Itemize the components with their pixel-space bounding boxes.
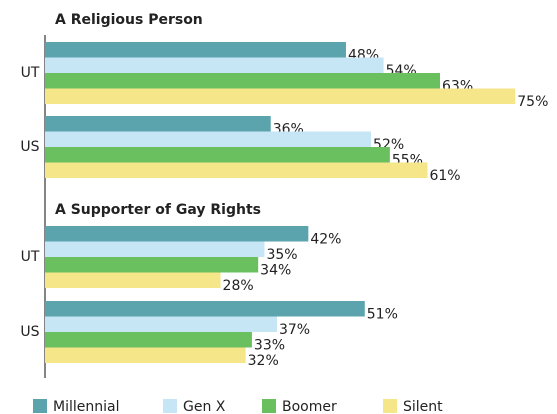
value-label: 75%	[517, 94, 548, 110]
bar	[45, 147, 390, 163]
bar	[45, 131, 372, 147]
legend-swatch	[33, 399, 47, 413]
bar	[45, 88, 516, 104]
bar	[45, 226, 309, 242]
legend-label: Millennial	[53, 399, 119, 414]
value-label: 33%	[254, 338, 285, 354]
value-label: 42%	[310, 232, 341, 248]
bar	[45, 241, 265, 257]
category-label: US	[20, 139, 39, 155]
value-label: 61%	[429, 168, 460, 184]
legend-label: Silent	[403, 399, 443, 414]
category-label: US	[20, 324, 39, 340]
value-label: 35%	[266, 247, 297, 263]
bar	[45, 57, 384, 73]
value-label: 51%	[367, 307, 398, 323]
legend-swatch	[383, 399, 397, 413]
bar	[45, 316, 277, 332]
value-label: 32%	[248, 353, 279, 369]
panel-title: A Supporter of Gay Rights	[55, 202, 261, 218]
bar	[45, 272, 221, 288]
value-label: 28%	[223, 278, 254, 294]
bar	[45, 116, 271, 132]
bar	[45, 347, 246, 363]
bar	[45, 73, 441, 89]
bar	[45, 162, 428, 178]
category-label: UT	[21, 249, 40, 265]
value-label: 34%	[260, 263, 291, 279]
legend-swatch	[163, 399, 177, 413]
bar	[45, 301, 365, 317]
value-label: 37%	[279, 322, 310, 338]
bar	[45, 42, 346, 58]
legend-swatch	[262, 399, 276, 413]
category-label: UT	[21, 65, 40, 81]
bar	[45, 332, 252, 348]
legend-label: Gen X	[183, 399, 226, 414]
bar	[45, 257, 259, 273]
legend-label: Boomer	[282, 399, 337, 414]
panel-title: A Religious Person	[55, 12, 203, 28]
